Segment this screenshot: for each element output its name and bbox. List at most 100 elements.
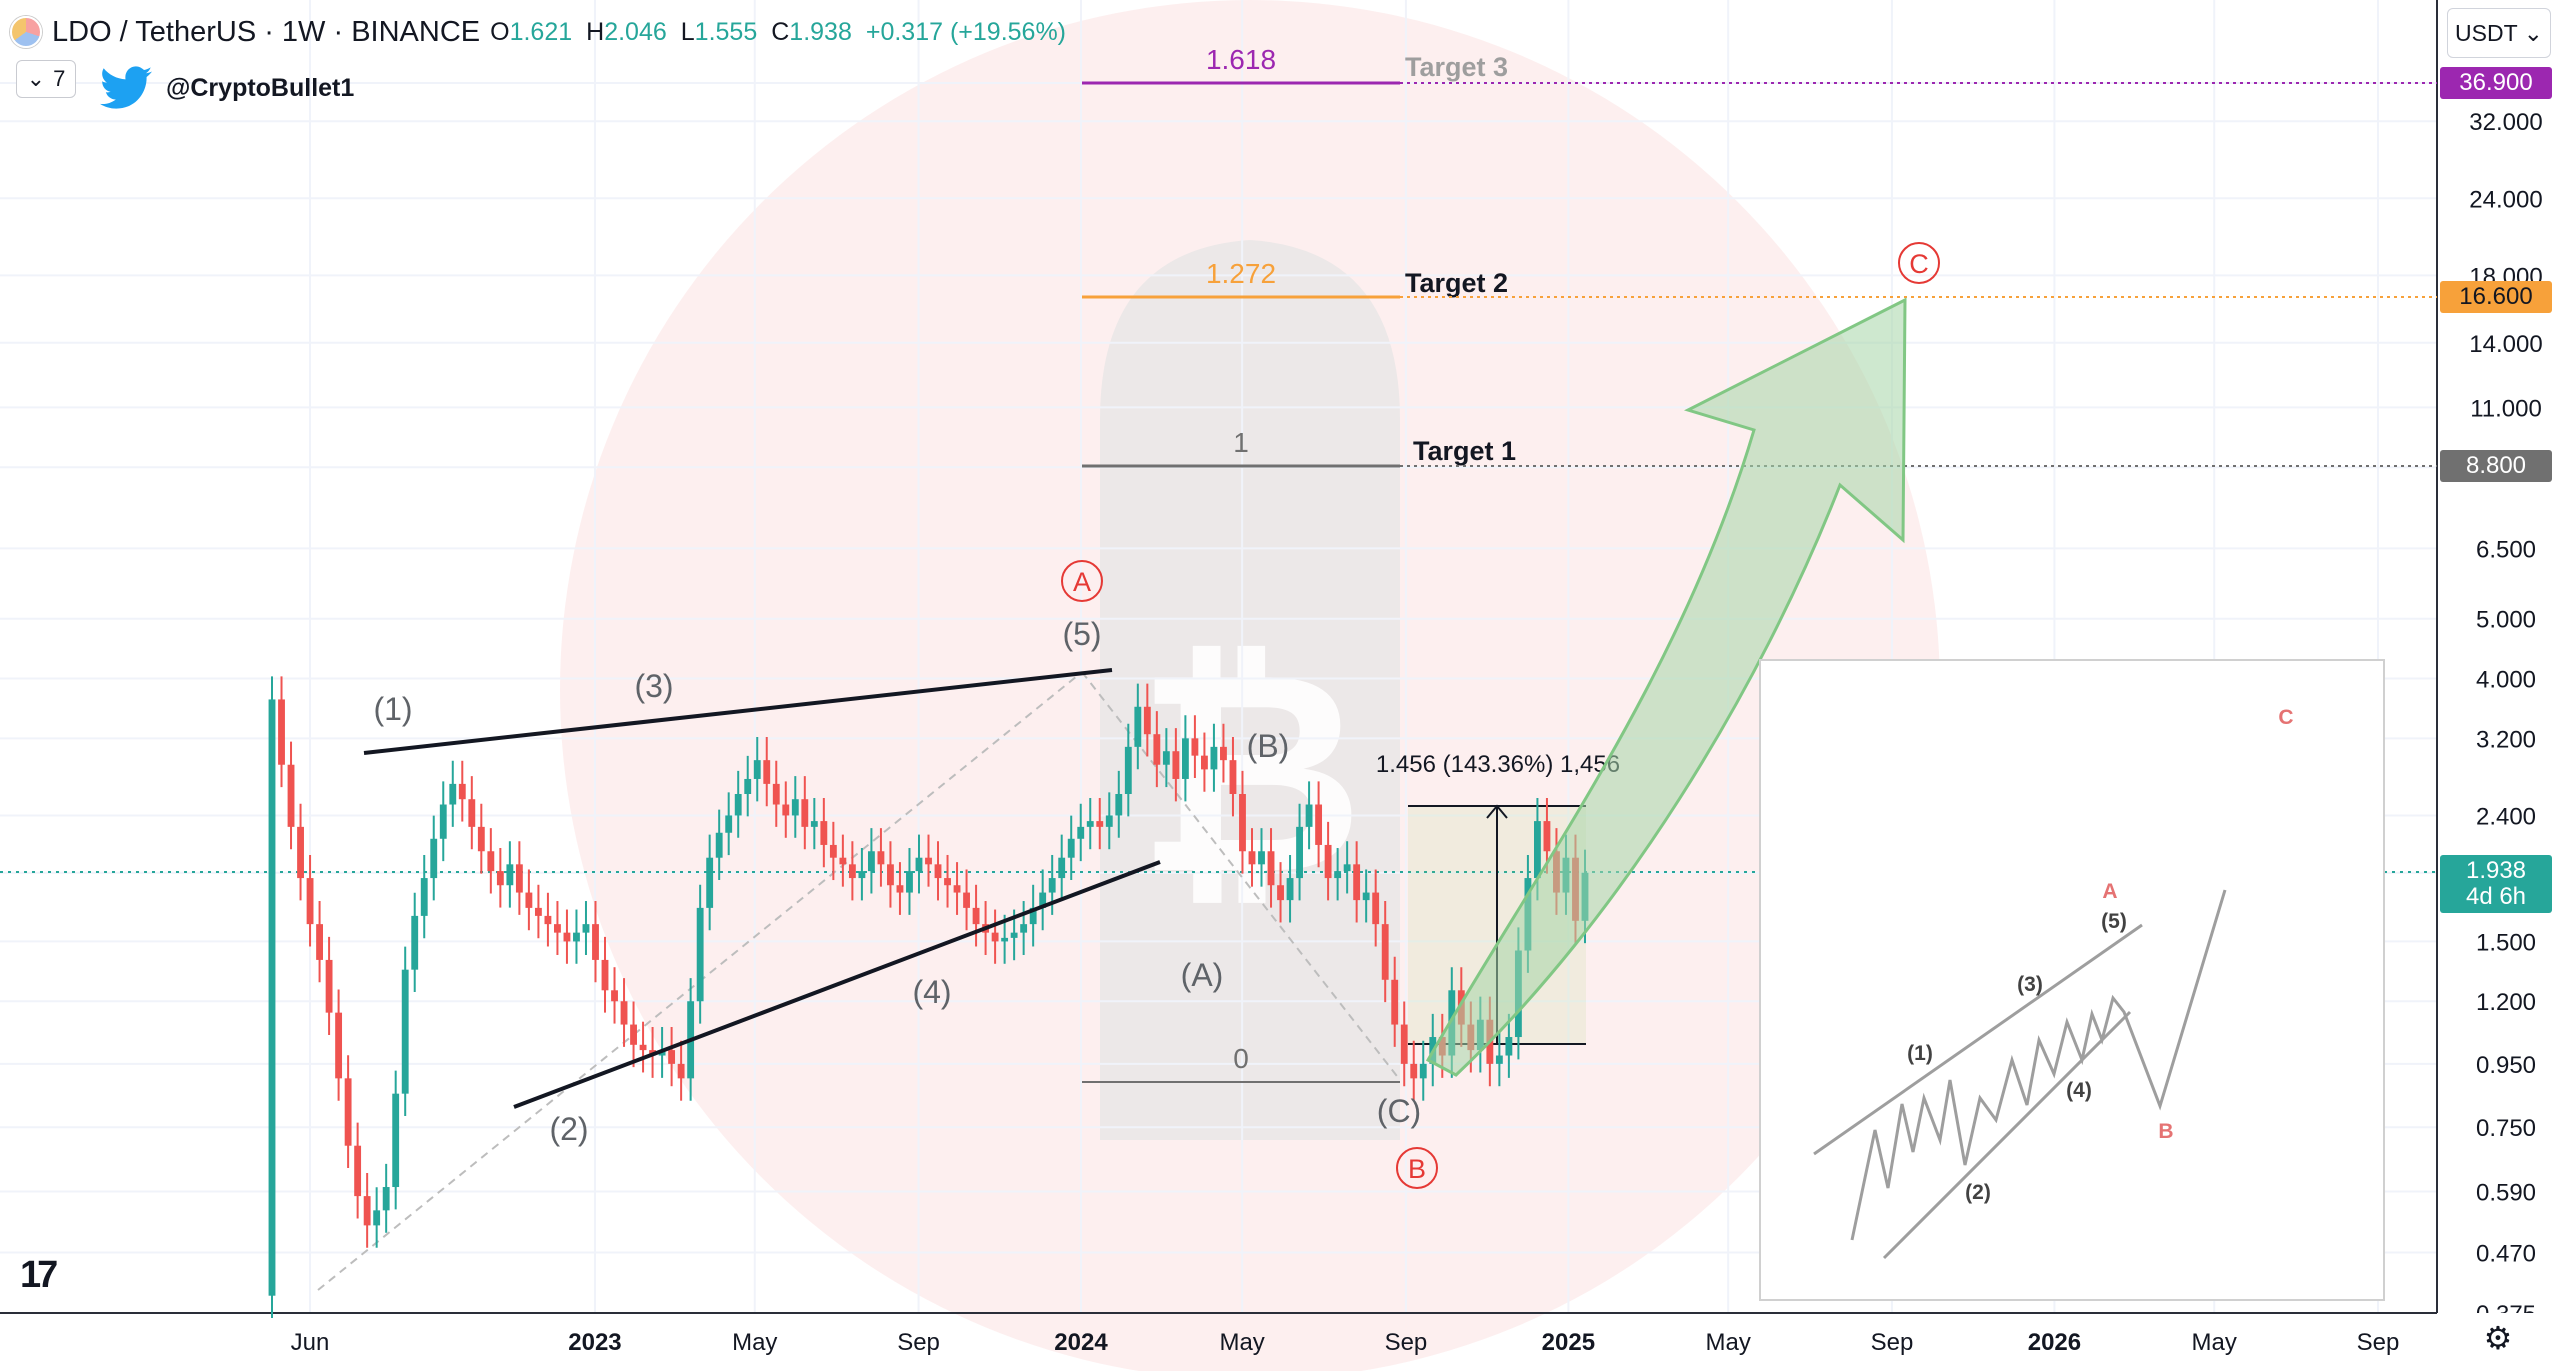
target-2-price-label: 16.600 — [2440, 281, 2552, 313]
target-2-label: Target 2 — [1405, 268, 1508, 298]
gear-icon[interactable]: ⚙ — [2483, 1320, 2513, 1356]
candle — [953, 862, 961, 915]
time-tick-label: 2023 — [568, 1329, 621, 1356]
candle — [354, 1122, 362, 1219]
candle — [1220, 723, 1227, 783]
candle — [1505, 1013, 1513, 1078]
candle — [734, 770, 742, 838]
price-tick-label: 1.200 — [2476, 989, 2536, 1016]
time-tick-label: Sep — [1385, 1329, 1428, 1356]
author-watermark: @CryptoBullet1 — [100, 66, 354, 110]
candle — [906, 848, 913, 915]
candle — [1058, 834, 1066, 901]
candle — [1096, 798, 1104, 850]
candle — [1362, 869, 1370, 923]
wave-labels: (1) (2) (3) (4) (5) (A) (B) (C) — [373, 616, 1421, 1147]
time-tick-label: 2026 — [2028, 1329, 2081, 1356]
candle — [620, 978, 628, 1047]
wave-b-label: (B) — [1247, 728, 1290, 764]
last-price-label: 1.938 4d 6h — [2440, 855, 2552, 913]
projection-arrow[interactable] — [1425, 297, 1907, 1077]
price-tick-label: 1.500 — [2476, 929, 2536, 956]
inset-wave-1: (1) — [1907, 1042, 1933, 1065]
candle — [1143, 683, 1151, 757]
candle — [411, 892, 419, 993]
candle — [1181, 715, 1189, 802]
candle — [772, 760, 780, 827]
time-tick-label: Sep — [897, 1329, 940, 1356]
ohlc-key: H — [586, 17, 605, 46]
circle-c-label: C — [1909, 249, 1929, 279]
candle — [287, 741, 295, 850]
candle — [677, 1040, 685, 1101]
candle — [1229, 737, 1237, 817]
candle — [858, 848, 866, 901]
wedge-trendlines[interactable] — [363, 668, 1161, 1109]
wave-3-label: (3) — [634, 668, 673, 704]
circle-a-label: A — [1073, 567, 1091, 597]
ohlc-value: 1.938 — [789, 17, 852, 46]
candle — [839, 834, 847, 887]
candle — [810, 798, 818, 850]
twitter-bird-icon — [100, 66, 152, 109]
candle — [1334, 848, 1342, 901]
candle — [344, 1055, 352, 1169]
price-axis[interactable]: 36.90032.00024.00018.00014.00011.0008.80… — [2469, 71, 2542, 1328]
price-tick-label: 0.750 — [2476, 1115, 2536, 1142]
candle — [544, 892, 552, 947]
chevron-down-icon: ⌄ — [26, 66, 46, 91]
target-1-label: Target 1 — [1413, 436, 1516, 466]
ohlc-value: 1.621 — [509, 17, 573, 46]
candle — [439, 781, 447, 862]
inset-wave-2: (2) — [1965, 1181, 1991, 1204]
price-tick-label: 4.000 — [2476, 667, 2536, 694]
candle — [392, 1070, 400, 1210]
candle — [554, 901, 561, 955]
candle — [1039, 869, 1047, 931]
price-tick-label: 5.000 — [2476, 607, 2536, 634]
candle — [458, 760, 466, 822]
currency-label: USDT — [2455, 19, 2518, 46]
candle — [278, 676, 285, 788]
grid-lines — [0, 0, 2437, 1314]
ohlc-value: 2.046 — [604, 17, 667, 46]
fib-ratio-1: 1 — [1233, 427, 1249, 458]
candle — [1410, 1040, 1418, 1101]
candle — [791, 776, 799, 838]
candle — [592, 901, 599, 983]
candle — [630, 1001, 637, 1068]
candle — [1353, 841, 1361, 923]
candle — [496, 848, 504, 908]
price-tick-label: 2.400 — [2476, 803, 2536, 830]
chart-header: LDO / TetherUS · 1W · BINANCE O1.621 H2.… — [10, 10, 1066, 54]
fib-levels[interactable]: 1.618 1.272 1 0 Target 3 Target 2 Target… — [1082, 44, 1516, 1083]
candle — [506, 841, 514, 908]
time-axis[interactable]: Jun 2023 May Sep 2024 May Sep 2025 May Sep 2026 May… — [291, 1329, 2400, 1356]
candle — [325, 936, 333, 1035]
ohlc-key: C — [771, 17, 790, 46]
candle — [1305, 781, 1313, 850]
ohlc-values: O1.621 H2.046 L1.555 C1.938 +0.317 (+19.… — [490, 18, 1066, 47]
candle — [877, 828, 885, 887]
time-tick-label: May — [1705, 1329, 1750, 1356]
candle — [1134, 683, 1142, 770]
candle — [639, 1021, 647, 1073]
time-tick-label: 2024 — [1054, 1329, 1108, 1356]
candle — [706, 834, 714, 931]
upper-trendline — [363, 668, 1113, 755]
symbol-title[interactable]: LDO / TetherUS · 1W · BINANCE — [52, 15, 481, 48]
candle — [1381, 901, 1389, 1003]
wave-a-label: (A) — [1181, 957, 1224, 993]
candle — [1267, 828, 1275, 908]
candle — [896, 862, 904, 915]
candle — [963, 869, 970, 931]
time-tick-label: 2025 — [1542, 1329, 1595, 1356]
indicators-toggle-button[interactable]: ⌄ 7 — [16, 60, 76, 98]
horizontal-price-lines — [0, 82, 2437, 873]
candle — [1115, 770, 1123, 838]
ohlc-key: O — [490, 17, 510, 46]
inset-wave-5: (5) — [2101, 910, 2127, 933]
currency-select[interactable]: USDT ⌄ — [2447, 8, 2551, 58]
inset-wave-diagram: (1) (2) (3) (4) (5) A B C — [1759, 659, 2385, 1301]
